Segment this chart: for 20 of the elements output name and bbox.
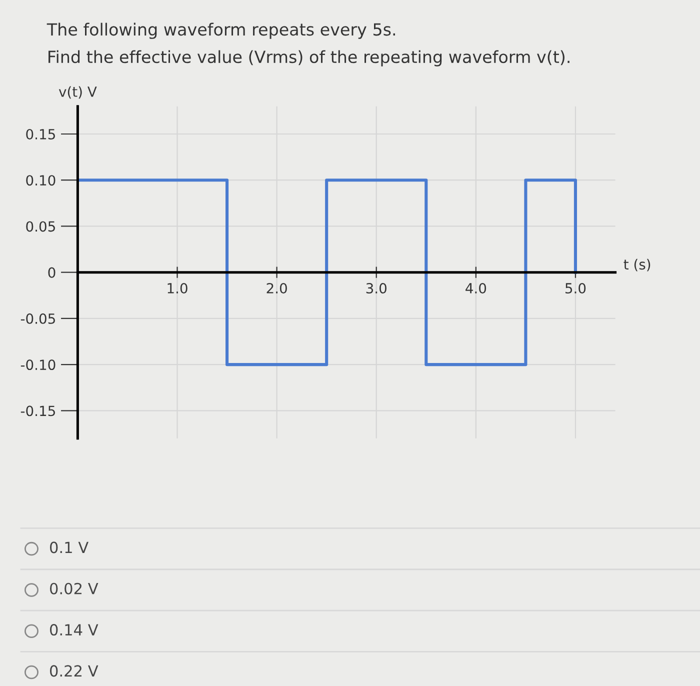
y-tick-label: 0.05 [26, 221, 55, 232]
y-axis-title: v(t) V [58, 86, 97, 99]
x-tick-label: 5.0 [566, 283, 586, 294]
chart-title: The following waveform repeats every 5s. [46, 22, 396, 39]
y-tick-label: -0.15 [20, 406, 55, 416]
y-tick-label: -0.10 [20, 360, 56, 370]
x-tick-label: 4.0 [466, 283, 486, 294]
x-tick-label: 3.0 [366, 283, 386, 294]
text: 0.22 V [50, 665, 98, 677]
y-tick-label: -0.05 [20, 313, 55, 324]
text: 0.1 V [50, 542, 88, 554]
y-tick-label: 0 [48, 267, 56, 278]
chart-subtitle: Find the effective value (Vrms) of the repeating waveform v(t). [48, 50, 570, 66]
text: 0.02 V [50, 582, 98, 594]
x-tick-label: 2.0 [266, 283, 287, 294]
x-tick-label: 1.0 [168, 283, 188, 294]
y-tick-label: 0.10 [26, 175, 56, 186]
y-tick-label: 0.15 [26, 128, 55, 140]
text: 0.14 V [50, 624, 98, 636]
x-axis-title: t (s) [624, 258, 650, 272]
